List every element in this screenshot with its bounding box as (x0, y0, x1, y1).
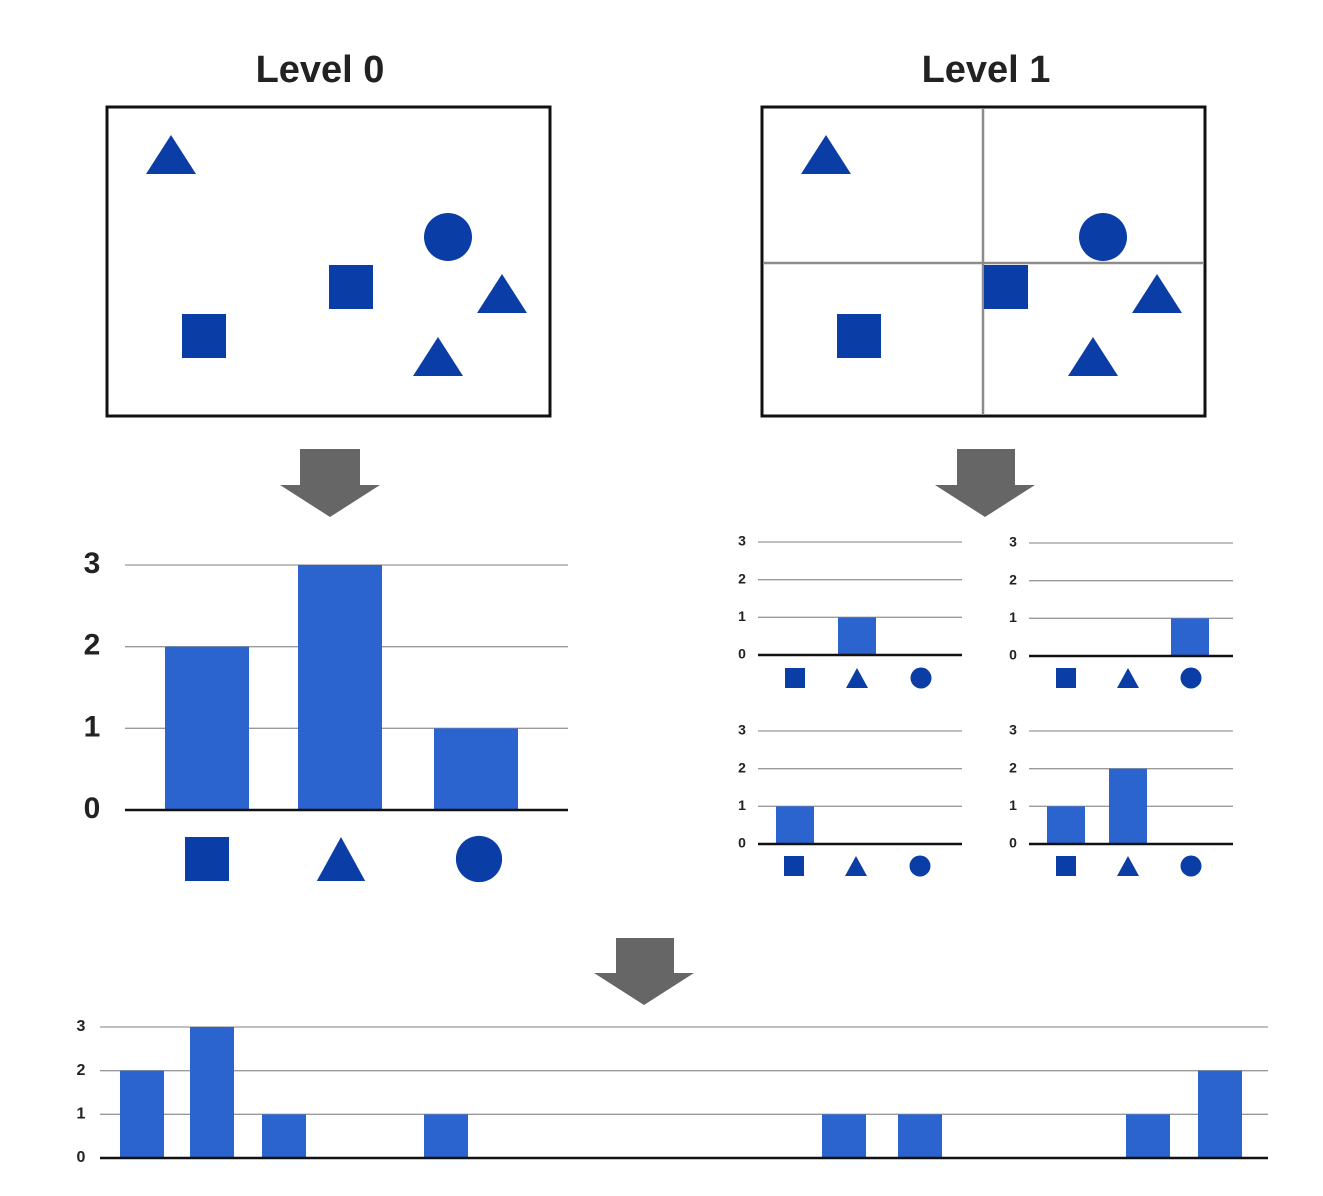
level-0-histogram: 0 1 2 3 (84, 547, 568, 883)
y-tick-label: 0 (1009, 647, 1017, 663)
square-icon (329, 265, 373, 309)
level-1-title: Level 1 (922, 49, 1051, 91)
bar (190, 1027, 234, 1158)
triangle-icon (477, 274, 527, 313)
bar (120, 1070, 164, 1158)
y-tick-label: 1 (77, 1106, 86, 1123)
y-tick-label: 2 (738, 570, 746, 586)
y-tick-label: 0 (738, 646, 746, 662)
y-tick-label: 3 (77, 1018, 86, 1035)
y-tick-label: 3 (738, 533, 746, 549)
down-arrow-icon (280, 449, 380, 517)
circle-icon (909, 855, 931, 877)
bar (262, 1114, 306, 1158)
bar (1109, 768, 1147, 844)
y-tick-label: 0 (1009, 835, 1017, 851)
level-1-image-panel (760, 105, 1207, 418)
y-tick-label: 1 (1009, 797, 1017, 813)
bar (1126, 1114, 1170, 1158)
bar (838, 617, 876, 655)
triangle-icon (413, 337, 463, 376)
square-icon (185, 837, 229, 881)
down-arrow-icon (594, 938, 694, 1005)
y-tick-label: 3 (1009, 534, 1017, 550)
square-icon (784, 856, 804, 876)
level-1-histogram-top-left: 0 1 2 3 (738, 533, 962, 689)
y-tick-label: 1 (738, 797, 746, 813)
bar (776, 806, 814, 844)
circle-icon (1180, 667, 1202, 689)
y-tick-label: 2 (738, 759, 746, 775)
square-icon (1056, 668, 1076, 688)
level-1-histogram-bottom-right: 0 1 2 3 (1009, 722, 1233, 877)
y-tick-label: 2 (84, 629, 101, 662)
bar (1198, 1070, 1242, 1158)
circle-icon (1079, 213, 1127, 261)
y-tick-label: 3 (84, 547, 101, 580)
y-tick-label: 2 (77, 1062, 86, 1079)
bar (822, 1114, 866, 1158)
square-icon (984, 265, 1028, 309)
level-1-histogram-top-right: 0 1 2 3 (1009, 534, 1233, 689)
triangle-icon (845, 856, 867, 876)
y-tick-label: 2 (1009, 571, 1017, 587)
y-tick-label: 1 (738, 608, 746, 624)
triangle-icon (146, 135, 196, 174)
triangle-icon (1068, 337, 1118, 376)
level-0-image-panel (105, 105, 552, 418)
bar (1171, 618, 1209, 656)
bar (165, 646, 249, 810)
square-icon (1056, 856, 1076, 876)
down-arrow-icon (935, 449, 1035, 517)
bar (1047, 806, 1085, 844)
y-tick-label: 3 (1009, 722, 1017, 738)
circle-icon (910, 667, 932, 689)
triangle-icon (1132, 274, 1182, 313)
bar (898, 1114, 942, 1158)
bar (424, 1114, 468, 1158)
circle-icon (455, 835, 503, 883)
triangle-icon (801, 135, 851, 174)
bar (298, 565, 382, 810)
concatenated-histogram: 0 1 2 3 (77, 1018, 1268, 1166)
square-icon (182, 314, 226, 358)
circle-icon (424, 213, 472, 261)
y-tick-label: 0 (738, 835, 746, 851)
y-tick-label: 0 (77, 1149, 86, 1166)
y-tick-label: 3 (738, 722, 746, 738)
y-tick-label: 1 (84, 710, 101, 743)
triangle-icon (846, 668, 868, 688)
y-tick-label: 2 (1009, 759, 1017, 775)
y-tick-label: 0 (84, 792, 101, 825)
square-icon (837, 314, 881, 358)
triangle-icon (1117, 856, 1139, 876)
y-tick-label: 1 (1009, 609, 1017, 625)
square-icon (785, 668, 805, 688)
triangle-icon (316, 837, 366, 881)
level-0-title: Level 0 (256, 49, 385, 91)
circle-icon (1180, 855, 1202, 877)
triangle-icon (1117, 668, 1139, 688)
level-1-histogram-bottom-left: 0 1 2 3 (738, 722, 962, 877)
bar (434, 728, 518, 810)
